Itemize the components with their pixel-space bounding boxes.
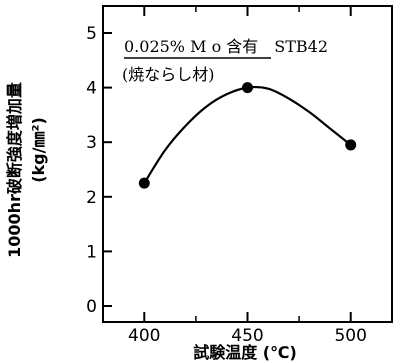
annotation-line2: (焼ならし材) xyxy=(122,65,215,84)
x-tick-label: 450 xyxy=(231,326,263,346)
x-axis-title: 試験温度 (℃) xyxy=(193,343,297,362)
y-axis-unit: (kg/㎜²) xyxy=(29,117,48,183)
x-tick-label: 400 xyxy=(128,326,160,346)
data-point xyxy=(345,139,357,151)
y-tick-label: 1 xyxy=(86,242,97,262)
series-line xyxy=(143,85,352,184)
data-point xyxy=(242,82,253,94)
annotation-line1: 0.025% M o 含有 STB42 xyxy=(124,37,328,56)
y-tick-label: 5 xyxy=(86,24,97,44)
x-tick-label: 500 xyxy=(334,326,366,346)
y-tick-label: 4 xyxy=(86,79,97,99)
y-axis-title: 1000hr破断強度増加量 xyxy=(5,82,24,258)
y-tick-label: 2 xyxy=(86,188,97,208)
y-tick-label: 0 xyxy=(86,297,97,317)
y-tick-label: 3 xyxy=(86,133,97,153)
data-point xyxy=(138,177,150,189)
